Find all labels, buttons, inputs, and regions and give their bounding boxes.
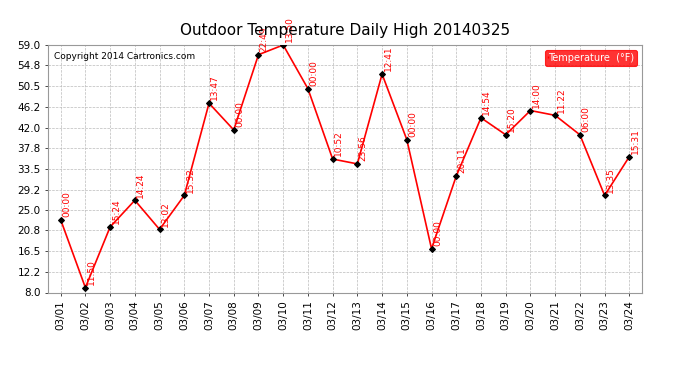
Text: 14:24: 14:24 — [136, 172, 145, 198]
Point — [525, 108, 536, 114]
Point — [624, 154, 635, 160]
Point — [599, 192, 610, 198]
Point — [352, 161, 363, 167]
Text: 23:56: 23:56 — [359, 135, 368, 161]
Point — [204, 100, 215, 106]
Point — [550, 112, 561, 118]
Point — [129, 197, 140, 203]
Point — [179, 192, 190, 198]
Text: 14:00: 14:00 — [532, 82, 541, 108]
Point — [55, 217, 66, 223]
Point — [574, 132, 585, 138]
Text: Outdoor Temperature Daily High 20140325: Outdoor Temperature Daily High 20140325 — [180, 22, 510, 38]
Point — [302, 86, 313, 92]
Text: 13:02: 13:02 — [161, 201, 170, 226]
Point — [500, 132, 511, 138]
Point — [402, 136, 413, 142]
Text: 13:35: 13:35 — [606, 167, 615, 193]
Text: 20:11: 20:11 — [457, 147, 466, 173]
Point — [426, 246, 437, 252]
Text: 11:50: 11:50 — [87, 259, 96, 285]
Point — [475, 115, 486, 121]
Legend: Temperature  (°F): Temperature (°F) — [545, 50, 637, 66]
Text: 15:31: 15:31 — [631, 128, 640, 154]
Point — [253, 52, 264, 58]
Point — [327, 156, 338, 162]
Text: 22:49: 22:49 — [260, 26, 269, 52]
Point — [228, 127, 239, 133]
Text: 00:00: 00:00 — [235, 101, 244, 127]
Text: 00:00: 00:00 — [408, 111, 417, 137]
Text: 15:24: 15:24 — [112, 199, 121, 224]
Text: 15:32: 15:32 — [186, 167, 195, 193]
Text: 13:50: 13:50 — [284, 16, 293, 42]
Text: 00:00: 00:00 — [433, 220, 442, 246]
Text: 00:00: 00:00 — [62, 191, 71, 217]
Text: 13:47: 13:47 — [210, 75, 219, 100]
Text: 14:54: 14:54 — [482, 89, 491, 115]
Text: 10:52: 10:52 — [334, 130, 343, 156]
Point — [451, 173, 462, 179]
Text: 11:22: 11:22 — [557, 87, 566, 112]
Text: 06:00: 06:00 — [581, 106, 590, 132]
Text: 00:00: 00:00 — [309, 60, 318, 86]
Point — [154, 226, 165, 232]
Text: 12:41: 12:41 — [384, 46, 393, 71]
Point — [277, 42, 288, 48]
Text: Copyright 2014 Cartronics.com: Copyright 2014 Cartronics.com — [55, 53, 195, 62]
Point — [105, 224, 116, 230]
Point — [377, 71, 388, 77]
Text: 15:20: 15:20 — [507, 106, 516, 132]
Point — [80, 285, 91, 291]
